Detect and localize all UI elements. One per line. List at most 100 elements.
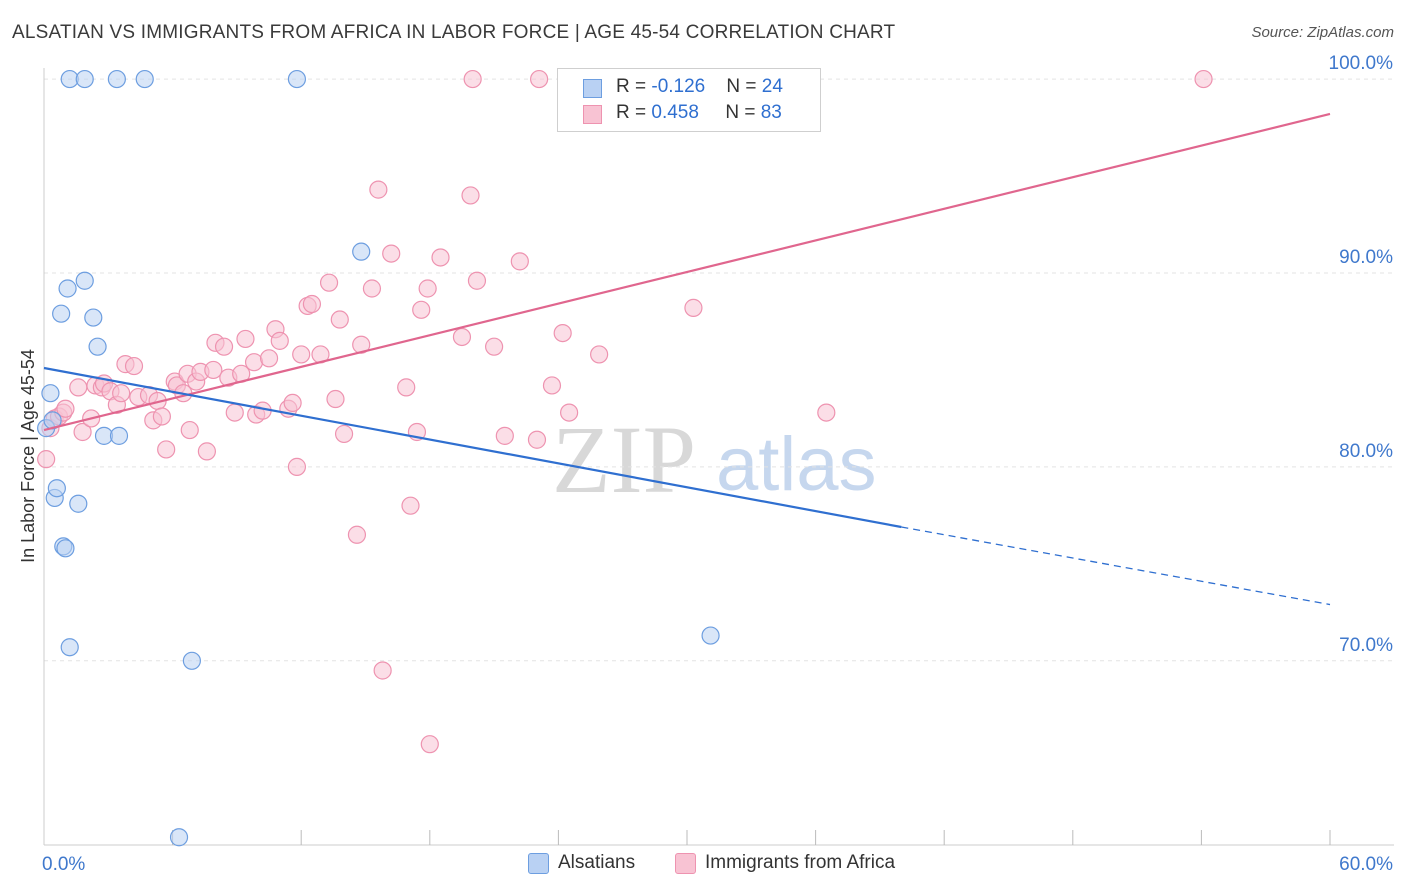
alsatians-point bbox=[52, 304, 71, 323]
immigrants-point bbox=[397, 378, 416, 397]
alsatians-trend-line bbox=[43, 366, 902, 529]
n-label: N = bbox=[726, 76, 762, 97]
alsatians-point bbox=[58, 279, 77, 298]
legend-label: Alsatians bbox=[558, 852, 636, 873]
immigrants-point bbox=[112, 384, 131, 403]
immigrants-point bbox=[362, 279, 382, 298]
r-value: -0.126 bbox=[651, 76, 706, 97]
immigrants-point bbox=[412, 300, 431, 319]
watermark: ZIP atlas bbox=[552, 406, 877, 513]
immigrants-point bbox=[270, 331, 289, 350]
alsatians-point bbox=[182, 651, 201, 670]
immigrants-point bbox=[292, 345, 311, 364]
y-tick-label: 70.0% bbox=[1339, 635, 1393, 656]
alsatians-point bbox=[75, 69, 94, 89]
immigrants-point bbox=[214, 337, 234, 356]
alsatians-point bbox=[107, 69, 126, 89]
r-value: 0.458 bbox=[651, 102, 699, 123]
immigrants-point bbox=[302, 294, 322, 314]
alsatians-point bbox=[41, 384, 60, 403]
immigrants-point bbox=[352, 335, 371, 354]
immigrants-point bbox=[225, 403, 244, 422]
r-label: R = bbox=[616, 102, 652, 123]
r-label: R = bbox=[616, 76, 652, 97]
watermark-atlas: atlas bbox=[716, 422, 877, 507]
blue-swatch bbox=[528, 853, 549, 874]
immigrants-point bbox=[431, 248, 450, 267]
x-tick-label: 60.0% bbox=[1339, 854, 1393, 875]
immigrants-point bbox=[510, 252, 529, 271]
immigrants-point bbox=[157, 440, 176, 459]
immigrants-point bbox=[334, 424, 354, 444]
immigrants-point bbox=[373, 661, 392, 680]
immigrants-point bbox=[553, 323, 572, 343]
alsatians-point bbox=[287, 69, 307, 89]
immigrants-point bbox=[204, 360, 223, 380]
immigrants-point bbox=[495, 426, 514, 445]
alsatians-point bbox=[135, 69, 154, 89]
watermark-zip: ZIP bbox=[552, 406, 696, 513]
immigrants-point bbox=[152, 407, 171, 426]
y-tick-label: 100.0% bbox=[1329, 53, 1394, 74]
alsatians-point bbox=[84, 308, 103, 327]
alsatians-point bbox=[352, 242, 371, 261]
n-value: 83 bbox=[760, 102, 782, 123]
immigrants-point bbox=[330, 310, 349, 329]
y-axis-title: In Labor Force | Age 45-54 bbox=[18, 349, 38, 563]
immigrants-point bbox=[684, 298, 703, 317]
immigrants-point bbox=[420, 735, 439, 754]
immigrants-point bbox=[485, 337, 504, 356]
chart-title: ALSATIAN VS IMMIGRANTS FROM AFRICA IN LA… bbox=[12, 22, 896, 43]
immigrants-point bbox=[347, 525, 367, 544]
alsatians-point bbox=[169, 828, 189, 847]
immigrants-point bbox=[283, 393, 302, 413]
immigrants-point bbox=[463, 69, 482, 89]
alsatians-point bbox=[56, 539, 75, 558]
immigrants-point bbox=[73, 422, 92, 442]
immigrants-point bbox=[236, 329, 255, 349]
alsatians-trend-extension bbox=[901, 526, 1331, 606]
y-tick-label: 90.0% bbox=[1339, 247, 1393, 268]
immigrants-point bbox=[369, 180, 388, 199]
tick-labels: 70.0% 80.0% 90.0% 100.0% 0.0% 60.0% bbox=[42, 53, 1393, 875]
trend-lines bbox=[43, 112, 1331, 606]
immigrants-point bbox=[1194, 69, 1213, 89]
pink-swatch bbox=[583, 105, 602, 124]
immigrants-point bbox=[590, 345, 609, 364]
immigrants-point bbox=[69, 378, 88, 397]
alsatians-point bbox=[60, 638, 79, 657]
alsatians-point bbox=[701, 626, 720, 645]
immigrants-point bbox=[560, 403, 579, 422]
immigrants-point bbox=[56, 399, 75, 418]
x-tick-label: 0.0% bbox=[42, 854, 85, 875]
immigrants-point bbox=[418, 279, 437, 298]
immigrants-point bbox=[382, 244, 401, 263]
alsatians-point bbox=[75, 271, 94, 290]
immigrants-point bbox=[530, 69, 549, 89]
immigrants-point bbox=[527, 430, 547, 449]
immigrants-point bbox=[326, 389, 345, 409]
immigrants-point bbox=[124, 356, 144, 376]
immigrants-point bbox=[542, 376, 562, 395]
immigrants-point bbox=[401, 496, 420, 515]
alsatians-point bbox=[88, 337, 107, 356]
alsatians-points bbox=[37, 69, 720, 847]
immigrants-point bbox=[180, 420, 199, 440]
alsatians-point bbox=[47, 479, 66, 498]
blue-swatch bbox=[583, 79, 602, 98]
pink-swatch bbox=[675, 853, 696, 874]
legend-label: Immigrants from Africa bbox=[705, 852, 896, 873]
source-credit: Source: ZipAtlas.com bbox=[1251, 24, 1394, 41]
immigrants-trend-line bbox=[43, 112, 1331, 432]
alsatians-point bbox=[69, 494, 88, 513]
immigrants-point bbox=[817, 403, 836, 422]
immigrants-point bbox=[37, 450, 56, 469]
correlation-legend: R = -0.126 N = 24 R = 0.458 N = 83 bbox=[557, 68, 821, 132]
n-label: N = bbox=[725, 102, 761, 123]
immigrants-point bbox=[244, 353, 264, 372]
n-value: 24 bbox=[761, 76, 783, 97]
y-tick-label: 80.0% bbox=[1339, 441, 1393, 462]
immigrants-point bbox=[319, 273, 339, 292]
immigrants-point bbox=[461, 186, 480, 205]
